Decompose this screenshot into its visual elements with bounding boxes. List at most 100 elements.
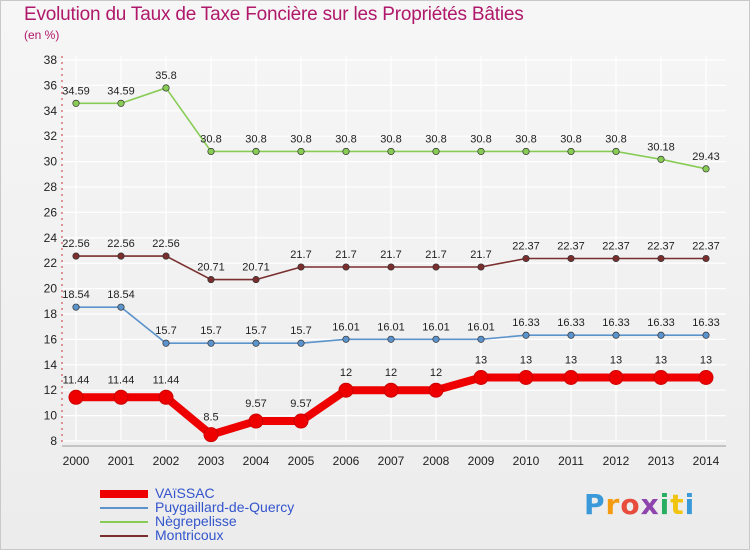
data-label: 22.37	[647, 241, 675, 253]
legend-label: VAïSSAC	[155, 485, 215, 501]
data-point	[522, 331, 530, 339]
data-point	[702, 254, 710, 263]
data-point	[297, 147, 305, 155]
data-point	[113, 389, 129, 405]
data-point	[248, 413, 264, 429]
y-tick-label: 38	[44, 53, 58, 67]
data-label: 30.8	[335, 133, 356, 145]
x-tick-label: 2014	[693, 454, 720, 468]
data-point	[612, 254, 620, 263]
data-label: 22.56	[62, 238, 90, 250]
data-label: 18.54	[62, 289, 90, 301]
y-tick-label: 32	[44, 129, 58, 143]
data-point	[342, 335, 350, 343]
data-label: 22.56	[152, 238, 180, 250]
x-tick-label: 2007	[378, 454, 405, 468]
data-point	[702, 331, 710, 339]
data-label: 11.44	[108, 374, 135, 386]
data-point	[387, 147, 395, 155]
data-point	[567, 254, 575, 263]
data-label: 30.8	[200, 133, 221, 145]
data-label: 30.8	[425, 133, 446, 145]
data-label: 21.7	[425, 249, 446, 261]
data-label: 30.8	[380, 133, 401, 145]
y-tick-label: 12	[44, 383, 58, 397]
data-label: 21.7	[380, 249, 401, 261]
y-tick-label: 28	[44, 180, 58, 194]
x-tick-label: 2006	[333, 454, 360, 468]
data-label: 34.59	[62, 85, 90, 97]
data-label: 21.7	[335, 249, 356, 261]
data-label: 21.7	[290, 249, 311, 261]
data-label: 16.33	[602, 317, 630, 329]
data-label: 22.37	[512, 241, 540, 253]
proxiti-logo: Proxiti	[584, 488, 695, 521]
data-label: 12	[385, 367, 397, 379]
data-point	[252, 276, 260, 284]
data-label: 30.8	[290, 133, 311, 145]
data-point	[252, 147, 260, 155]
data-label: 16.33	[512, 317, 540, 329]
data-point	[117, 252, 125, 260]
data-point	[477, 263, 485, 271]
data-point	[612, 147, 620, 155]
data-point	[657, 331, 665, 339]
x-tick-label: 2012	[603, 454, 630, 468]
data-point	[383, 382, 399, 398]
data-label: 13	[655, 355, 667, 367]
data-label: 12	[340, 367, 352, 379]
data-point	[72, 303, 80, 311]
data-label: 13	[610, 355, 622, 367]
chart-title: Evolution du Taux de Taxe Foncière sur l…	[24, 4, 524, 25]
x-tick-label: 2010	[513, 454, 540, 468]
data-label: 29.43	[692, 151, 720, 163]
data-label: 16.33	[692, 317, 720, 329]
data-point	[432, 147, 440, 155]
x-tick-label: 2009	[468, 454, 495, 468]
data-label: 13	[475, 355, 487, 367]
data-point	[522, 147, 530, 155]
data-label: 8.5	[203, 412, 218, 424]
data-point	[657, 254, 665, 263]
data-label: 22.37	[692, 241, 720, 253]
data-point	[72, 99, 80, 107]
data-point	[162, 339, 170, 347]
data-label: 20.71	[242, 262, 270, 274]
legend-swatch	[100, 521, 148, 523]
data-point	[473, 370, 489, 385]
data-label: 9.57	[290, 398, 311, 410]
logo-letter: i	[684, 488, 696, 521]
data-label: 16.01	[377, 321, 405, 333]
legend-swatch	[100, 535, 148, 537]
data-point	[698, 370, 714, 385]
data-label: 20.71	[197, 262, 225, 274]
data-label: 11.44	[153, 374, 180, 386]
data-point	[657, 155, 665, 163]
data-point	[702, 165, 710, 173]
data-point	[297, 339, 305, 347]
data-label: 30.8	[245, 133, 266, 145]
data-label: 30.8	[515, 133, 536, 145]
data-label: 13	[700, 355, 712, 367]
y-tick-label: 26	[44, 205, 58, 219]
data-label: 30.8	[560, 133, 581, 145]
y-tick-label: 30	[44, 155, 58, 169]
data-label: 30.8	[470, 133, 491, 145]
logo-letter: x	[640, 488, 660, 521]
data-point	[207, 276, 215, 284]
data-point	[342, 263, 350, 271]
data-point	[207, 339, 215, 347]
data-point	[162, 84, 170, 92]
data-label: 21.7	[470, 249, 491, 261]
data-point	[612, 331, 620, 339]
data-label: 22.37	[602, 241, 630, 253]
data-label: 35.8	[155, 70, 176, 82]
x-tick-label: 2005	[288, 454, 315, 468]
data-point	[338, 382, 354, 398]
data-label: 15.7	[155, 325, 176, 337]
data-label: 15.7	[245, 325, 266, 337]
data-point	[567, 331, 575, 339]
legend-swatch	[100, 507, 148, 509]
y-tick-label: 16	[44, 332, 58, 346]
